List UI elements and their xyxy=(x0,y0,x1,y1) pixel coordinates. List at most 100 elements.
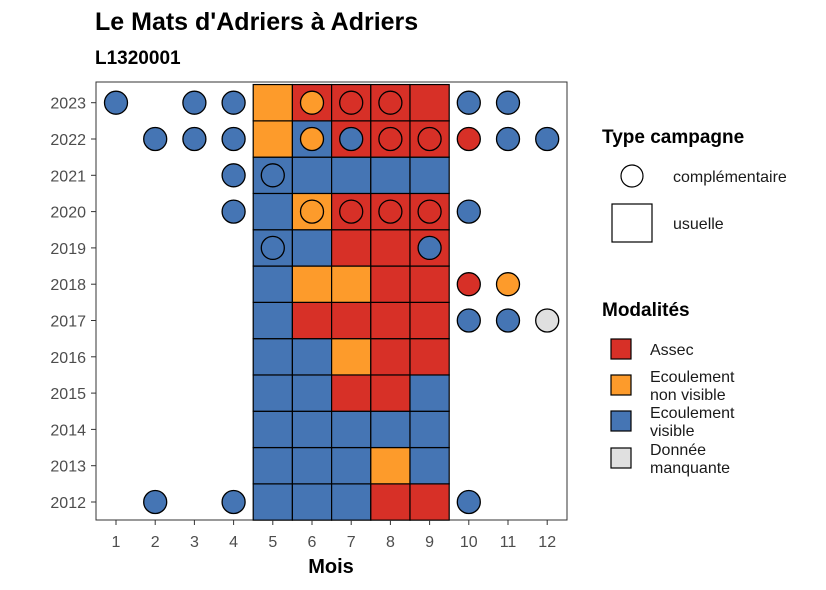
legend-key-non_visible xyxy=(610,374,632,396)
usuelle-cell-2013-7 xyxy=(331,446,372,485)
usuelle-cell-2021-6 xyxy=(291,156,333,195)
usuelle-cell-2013-8 xyxy=(370,446,411,485)
y-tick-label: 2016 xyxy=(50,350,86,367)
usuelle-cell-2012-9 xyxy=(409,483,450,521)
usuelle-cell-2015-9 xyxy=(409,374,450,412)
usuelle-cell-2016-8 xyxy=(370,338,411,376)
y-tick-label: 2014 xyxy=(50,422,86,439)
usuelle-cell-2019-6 xyxy=(291,229,333,267)
complementaire-point-2022-8 xyxy=(378,126,403,152)
usuelle-cell-2019-8 xyxy=(370,229,411,267)
usuelle-cell-2017-9 xyxy=(409,301,450,340)
y-tick-label: 2021 xyxy=(50,168,86,185)
legend-key-assec xyxy=(610,338,632,360)
x-tick-label: 7 xyxy=(347,534,356,551)
usuelle-cell-2023-9 xyxy=(409,83,450,122)
legend-key-visible xyxy=(610,410,632,432)
complementaire-point-2023-10 xyxy=(456,90,481,115)
legend-label-non_visible: Ecoulement xyxy=(650,369,735,386)
usuelle-cell-2015-8 xyxy=(370,374,411,412)
usuelle-cell-2012-7 xyxy=(331,483,372,521)
complementaire-point-2017-11 xyxy=(495,308,521,333)
usuelle-cell-2017-7 xyxy=(331,301,372,340)
usuelle-cell-2014-9 xyxy=(409,410,450,449)
y-tick-label: 2015 xyxy=(50,386,86,403)
x-tick-label: 9 xyxy=(425,534,434,551)
complementaire-point-2023-1 xyxy=(103,90,129,115)
legend-label-visible: Ecoulement xyxy=(650,405,735,422)
complementaire-point-2022-2 xyxy=(143,126,168,152)
complementaire-point-2023-3 xyxy=(182,90,207,115)
complementaire-point-2019-9 xyxy=(417,235,442,261)
usuelle-cell-2016-6 xyxy=(291,338,333,376)
complementaire-point-2022-7 xyxy=(339,126,364,152)
usuelle-cell-2023-5 xyxy=(252,83,293,122)
chart-title: Le Mats d'Adriers à Adriers xyxy=(95,8,418,36)
complementaire-point-2021-5 xyxy=(260,163,285,188)
legend-key-manquante xyxy=(610,447,632,469)
usuelle-cell-2021-9 xyxy=(409,156,450,195)
x-tick-label: 12 xyxy=(538,534,556,551)
legend-modalites-title: Modalités xyxy=(602,300,690,321)
complementaire-points xyxy=(103,90,560,515)
y-tick-label: 2022 xyxy=(50,132,86,149)
complementaire-point-2017-10 xyxy=(456,308,481,333)
usuelle-cell-2019-7 xyxy=(331,229,372,267)
complementaire-point-2022-11 xyxy=(495,126,521,152)
complementaire-point-2021-4 xyxy=(221,163,246,188)
usuelle-cell-2013-6 xyxy=(291,446,333,485)
x-tick-label: 3 xyxy=(190,534,199,551)
x-tick-label: 2 xyxy=(151,534,160,551)
x-tick-label: 1 xyxy=(112,534,121,551)
complementaire-point-2023-8 xyxy=(378,90,403,115)
y-tick-label: 2018 xyxy=(50,277,86,294)
complementaire-point-2022-9 xyxy=(417,126,442,152)
complementaire-point-2022-10 xyxy=(456,126,481,152)
usuelle-cell-2013-9 xyxy=(409,446,450,485)
x-axis-title: Mois xyxy=(308,556,354,578)
usuelle-cell-2012-5 xyxy=(252,483,293,521)
y-tick-label: 2013 xyxy=(50,459,86,476)
usuelle-cell-2014-5 xyxy=(252,410,293,449)
legend-type-title: Type campagne xyxy=(602,127,744,148)
legend-label-complementaire: complémentaire xyxy=(673,169,787,186)
legend-label-manquante: Donnée xyxy=(650,442,706,459)
usuelle-cell-2016-9 xyxy=(409,338,450,376)
usuelle-cell-2013-5 xyxy=(252,446,293,485)
usuelle-cell-2015-6 xyxy=(291,374,333,412)
legend-key-usuelle xyxy=(611,203,653,243)
usuelle-cell-2016-5 xyxy=(252,338,293,376)
usuelle-cell-2017-8 xyxy=(370,301,411,340)
usuelle-cell-2018-5 xyxy=(252,265,293,303)
x-tick-label: 11 xyxy=(500,534,517,551)
x-tick-label: 10 xyxy=(460,534,478,551)
complementaire-point-2012-2 xyxy=(143,489,168,515)
legend-label-usuelle: usuelle xyxy=(673,216,724,233)
complementaire-point-2018-11 xyxy=(495,272,521,297)
usuelle-cell-2018-9 xyxy=(409,265,450,303)
complementaire-point-2017-12 xyxy=(535,308,560,333)
x-tick-label: 4 xyxy=(229,534,238,551)
complementaire-point-2023-6 xyxy=(299,90,325,115)
complementaire-point-2022-12 xyxy=(535,126,560,152)
complementaire-point-2020-9 xyxy=(417,199,442,224)
x-tick-label: 6 xyxy=(308,534,317,551)
legend-label-assec: Assec xyxy=(650,342,694,359)
usuelle-cell-2015-5 xyxy=(252,374,293,412)
usuelle-cell-2020-5 xyxy=(252,192,293,231)
complementaire-point-2012-10 xyxy=(456,489,481,515)
usuelle-cell-2012-6 xyxy=(291,483,333,521)
usuelle-cell-2012-8 xyxy=(370,483,411,521)
y-axis-ticks: 2012 2013 2014 2015 2016 2017 2018 2019 2020 2021… xyxy=(50,96,96,512)
usuelle-cell-2014-8 xyxy=(370,410,411,449)
complementaire-point-2022-4 xyxy=(221,126,246,152)
usuelle-cell-2015-7 xyxy=(331,374,372,412)
chart-subtitle: L1320001 xyxy=(95,48,181,69)
complementaire-point-2022-6 xyxy=(299,126,325,152)
legend-label-non_visible: non visible xyxy=(650,387,726,404)
complementaire-point-2012-4 xyxy=(221,489,246,515)
complementaire-point-2022-3 xyxy=(182,126,207,152)
usuelle-cell-2016-7 xyxy=(331,338,372,376)
